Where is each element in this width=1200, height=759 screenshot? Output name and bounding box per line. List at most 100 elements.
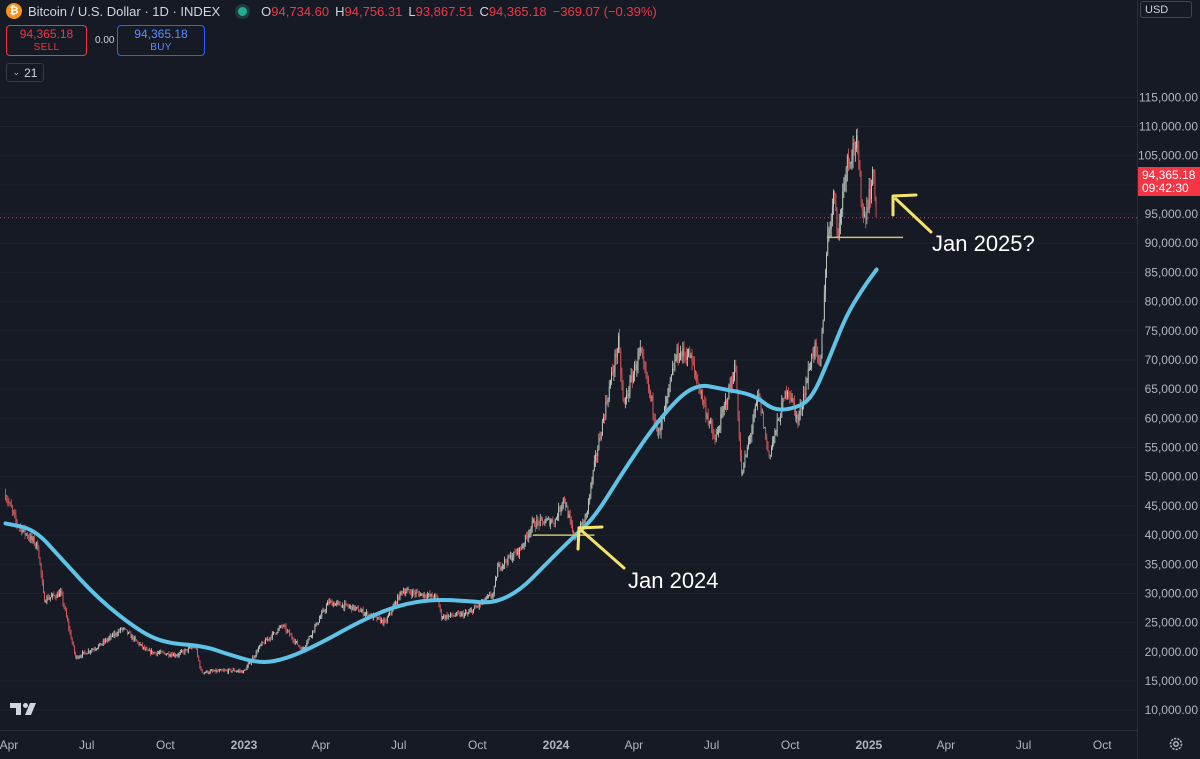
candle-body <box>79 656 81 658</box>
candle-body <box>820 356 822 366</box>
candle-body <box>714 438 716 441</box>
candle-body <box>443 615 445 618</box>
candle-body <box>339 602 341 606</box>
candle-body <box>302 648 304 649</box>
candle-body <box>560 507 562 511</box>
candle-body <box>462 612 464 617</box>
candle-body <box>5 494 6 500</box>
candle-body <box>651 397 653 398</box>
candle-body <box>622 384 624 399</box>
candle-body <box>113 633 115 636</box>
candle-body <box>299 646 301 648</box>
candle-body <box>498 563 500 567</box>
candle-body <box>736 371 738 392</box>
candle-body <box>677 347 679 360</box>
buy-button[interactable]: 94,365.18 BUY <box>117 25 205 56</box>
candle-body <box>654 417 656 425</box>
candle-body <box>518 548 519 555</box>
candle-body <box>347 605 349 607</box>
candle-body <box>695 370 696 376</box>
candle-body <box>198 655 200 661</box>
candle-body <box>863 209 864 216</box>
candle-body <box>131 635 133 639</box>
candle-body <box>661 418 663 426</box>
candle-body <box>823 292 825 320</box>
price-tick-label: 75,000.00 <box>1145 324 1199 338</box>
candle-body <box>704 402 706 404</box>
candle-body <box>386 617 388 622</box>
candle-body <box>631 376 633 383</box>
candle-body <box>233 669 235 672</box>
candle-body <box>852 142 854 158</box>
candle-body <box>377 616 379 620</box>
candle-body <box>551 519 553 523</box>
candle-body <box>814 342 816 352</box>
candle-body <box>146 648 148 650</box>
candle-body <box>777 419 779 420</box>
indicators-toggle-button[interactable]: ⌄ 21 <box>6 63 44 82</box>
candle-body <box>89 650 90 653</box>
candle-body <box>557 517 558 518</box>
candle-body <box>29 537 31 540</box>
candle-body <box>835 194 837 211</box>
sell-button[interactable]: 94,365.18 SELL <box>6 25 87 56</box>
candle-body <box>665 403 667 407</box>
candle-body <box>486 596 488 598</box>
candle-body <box>358 607 359 612</box>
candle-body <box>204 672 205 674</box>
candle-body <box>421 593 423 595</box>
candle-body <box>46 596 48 602</box>
candle-body <box>638 350 640 353</box>
candle-body <box>239 670 241 672</box>
price-tick-label: 20,000.00 <box>1145 645 1199 659</box>
candle-body <box>523 543 525 545</box>
candle-body <box>161 651 163 653</box>
candle-body <box>790 397 792 401</box>
candle-body <box>271 633 273 639</box>
candle-body <box>330 601 332 602</box>
spread-value: 0.00 <box>95 35 115 46</box>
candle-body <box>450 613 451 616</box>
candle-body <box>244 669 246 671</box>
candle-body <box>783 398 785 400</box>
candle-body <box>534 519 535 527</box>
candle-body <box>539 518 541 526</box>
candle-body <box>380 618 381 623</box>
candle-body <box>447 615 449 619</box>
candle-body <box>559 507 561 511</box>
candle-body <box>393 604 395 607</box>
candle-body <box>171 654 173 657</box>
price-change: −369.07 (−0.39%) <box>552 3 657 19</box>
candle-body <box>583 521 585 523</box>
candle-body <box>130 633 132 639</box>
candle-body <box>501 565 503 569</box>
candle-body <box>542 518 543 521</box>
candle-body <box>158 652 159 654</box>
candle-body <box>636 365 638 371</box>
currency-button[interactable]: USD <box>1140 1 1192 18</box>
candle-body <box>26 533 28 537</box>
gear-icon[interactable] <box>1166 734 1186 754</box>
candle-body <box>739 438 741 456</box>
tradingview-logo-icon[interactable] <box>10 700 40 718</box>
symbol-title[interactable]: Bitcoin / U.S. Dollar · 1D · INDEX <box>28 3 221 19</box>
candle-body <box>229 669 231 670</box>
candle-body <box>858 150 860 170</box>
candle-body <box>132 635 134 641</box>
candle-body <box>588 499 589 511</box>
candle-body <box>659 428 661 432</box>
candle-body <box>256 651 258 653</box>
candle-body <box>722 409 724 412</box>
candle-body <box>419 593 420 597</box>
candle-body <box>807 368 809 382</box>
market-status-icon[interactable] <box>238 6 248 16</box>
candle-body <box>179 651 181 654</box>
candle-body <box>690 354 692 359</box>
candle-body <box>196 647 197 650</box>
candle-body <box>262 642 264 644</box>
candle-body <box>818 356 819 359</box>
candle-body <box>74 645 75 654</box>
candle-body <box>666 396 668 404</box>
candle-body <box>69 628 71 632</box>
